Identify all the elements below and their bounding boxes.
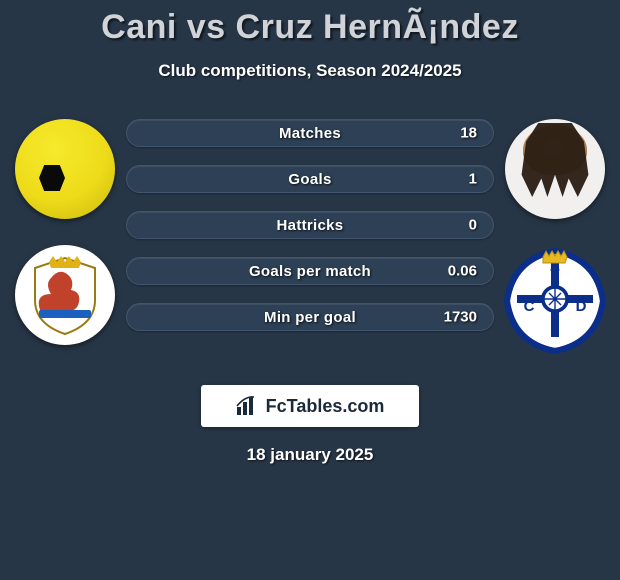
stat-label: Goals [288,171,331,188]
stat-label: Min per goal [264,309,356,326]
brand-suffix: .com [342,396,384,416]
subtitle: Club competitions, Season 2024/2025 [0,61,620,81]
stat-value-right: 0.06 [448,263,477,280]
right-column: T C D [500,119,610,357]
brand-main: Tables [287,396,343,416]
tenerife-crest-icon: T C D [499,245,611,357]
stat-label: Goals per match [249,263,371,280]
stat-row: Hattricks 0 [126,211,494,239]
brand-text: FcTables.com [266,396,385,417]
left-column [10,119,120,345]
content-row: Matches 18 Goals 1 Hattricks 0 Goals per… [0,119,620,357]
stat-label: Matches [279,125,341,142]
stats-list: Matches 18 Goals 1 Hattricks 0 Goals per… [120,119,500,331]
comparison-card: Cani vs Cruz HernÃ¡ndez Club competition… [0,0,620,465]
player-left-avatar [15,119,115,219]
stat-value-right: 1730 [444,309,477,326]
stat-value-right: 0 [469,217,477,234]
brand-link[interactable]: FcTables.com [201,385,419,427]
crest-letter-top: T [550,266,559,283]
stat-row: Min per goal 1730 [126,303,494,331]
crest-letter-left: C [524,298,535,315]
zaragoza-crest-icon [29,254,101,336]
brand-prefix: Fc [266,396,287,416]
stat-label: Hattricks [277,217,344,234]
page-title: Cani vs Cruz HernÃ¡ndez [0,8,620,47]
stat-row: Goals 1 [126,165,494,193]
footer: FcTables.com 18 january 2025 [0,385,620,465]
stat-value-right: 1 [469,171,477,188]
stat-value-right: 18 [460,125,477,142]
player-right-avatar [505,119,605,219]
date-text: 18 january 2025 [247,445,374,465]
brand-bars-icon [236,395,258,417]
crest-letter-right: D [576,298,587,315]
stat-row: Matches 18 [126,119,494,147]
left-club-crest [15,245,115,345]
right-club-crest: T C D [499,245,611,357]
stat-row: Goals per match 0.06 [126,257,494,285]
